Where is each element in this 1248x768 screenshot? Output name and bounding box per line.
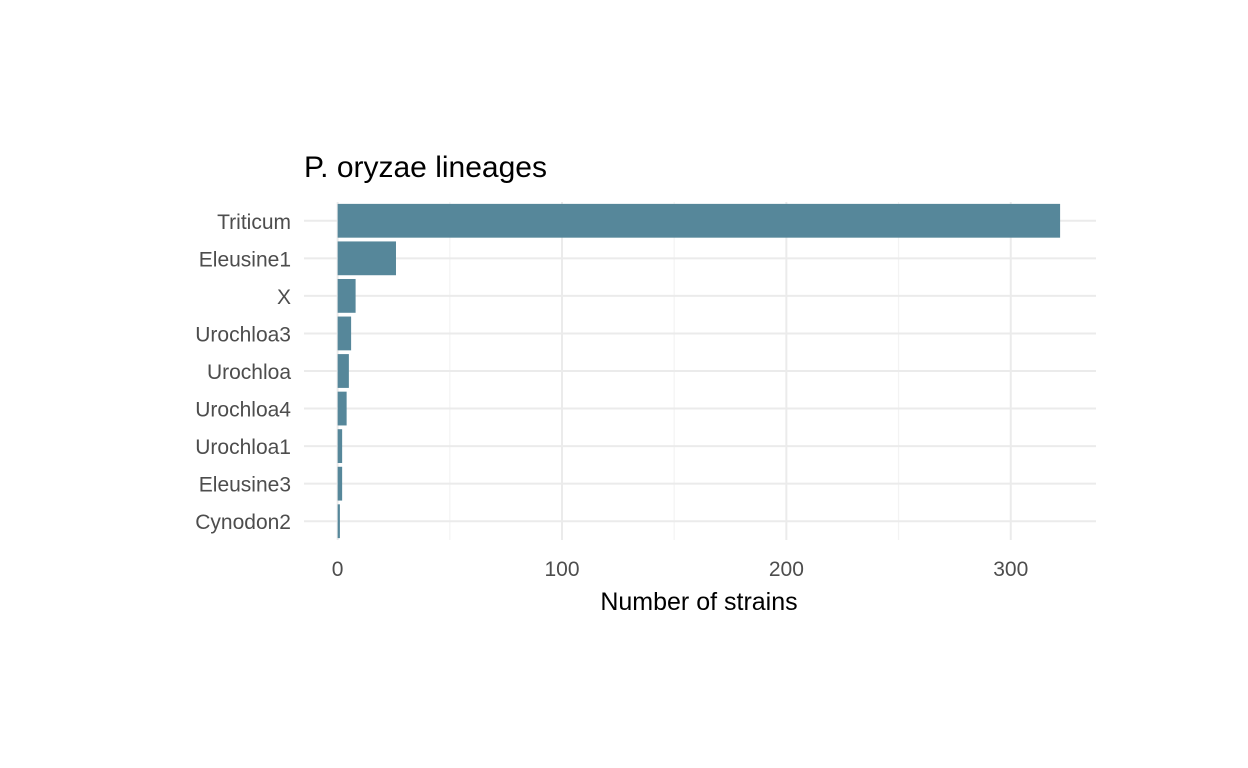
y-tick-label: X xyxy=(277,286,291,309)
bar-urochloa3 xyxy=(337,316,352,351)
y-axis-labels: Triticum Eleusine1 X Urochloa3 Urochloa Uroch… xyxy=(195,211,291,534)
bar-cynodon2 xyxy=(337,504,340,539)
y-tick-label: Triticum xyxy=(217,211,291,234)
bar-eleusine3 xyxy=(337,466,343,501)
bar-eleusine1 xyxy=(337,241,396,276)
bar-urochloa xyxy=(337,354,349,388)
x-tick-label: 100 xyxy=(544,558,579,581)
bar-urochloa1 xyxy=(337,429,343,464)
grid-lines xyxy=(304,202,1096,540)
y-tick-label: Urochloa1 xyxy=(195,436,291,459)
y-tick-label: Urochloa4 xyxy=(195,399,291,422)
bar-triticum xyxy=(337,203,1061,238)
x-axis-title: Number of strains xyxy=(600,588,797,616)
x-tick-label: 200 xyxy=(769,558,804,581)
y-tick-label: Urochloa xyxy=(207,361,291,384)
bars xyxy=(337,203,1061,539)
y-tick-label: Eleusine1 xyxy=(199,248,291,271)
bar-x xyxy=(337,278,356,313)
y-tick-label: Eleusine3 xyxy=(199,474,291,497)
x-tick-label: 300 xyxy=(993,558,1028,581)
chart-title: P. oryzae lineages xyxy=(304,151,547,184)
x-tick-label: 0 xyxy=(332,558,344,581)
x-axis-labels: 0 100 200 300 xyxy=(332,558,1028,581)
bar-urochloa4 xyxy=(337,391,347,426)
y-tick-label: Cynodon2 xyxy=(195,511,291,534)
y-tick-label: Urochloa3 xyxy=(195,323,291,346)
